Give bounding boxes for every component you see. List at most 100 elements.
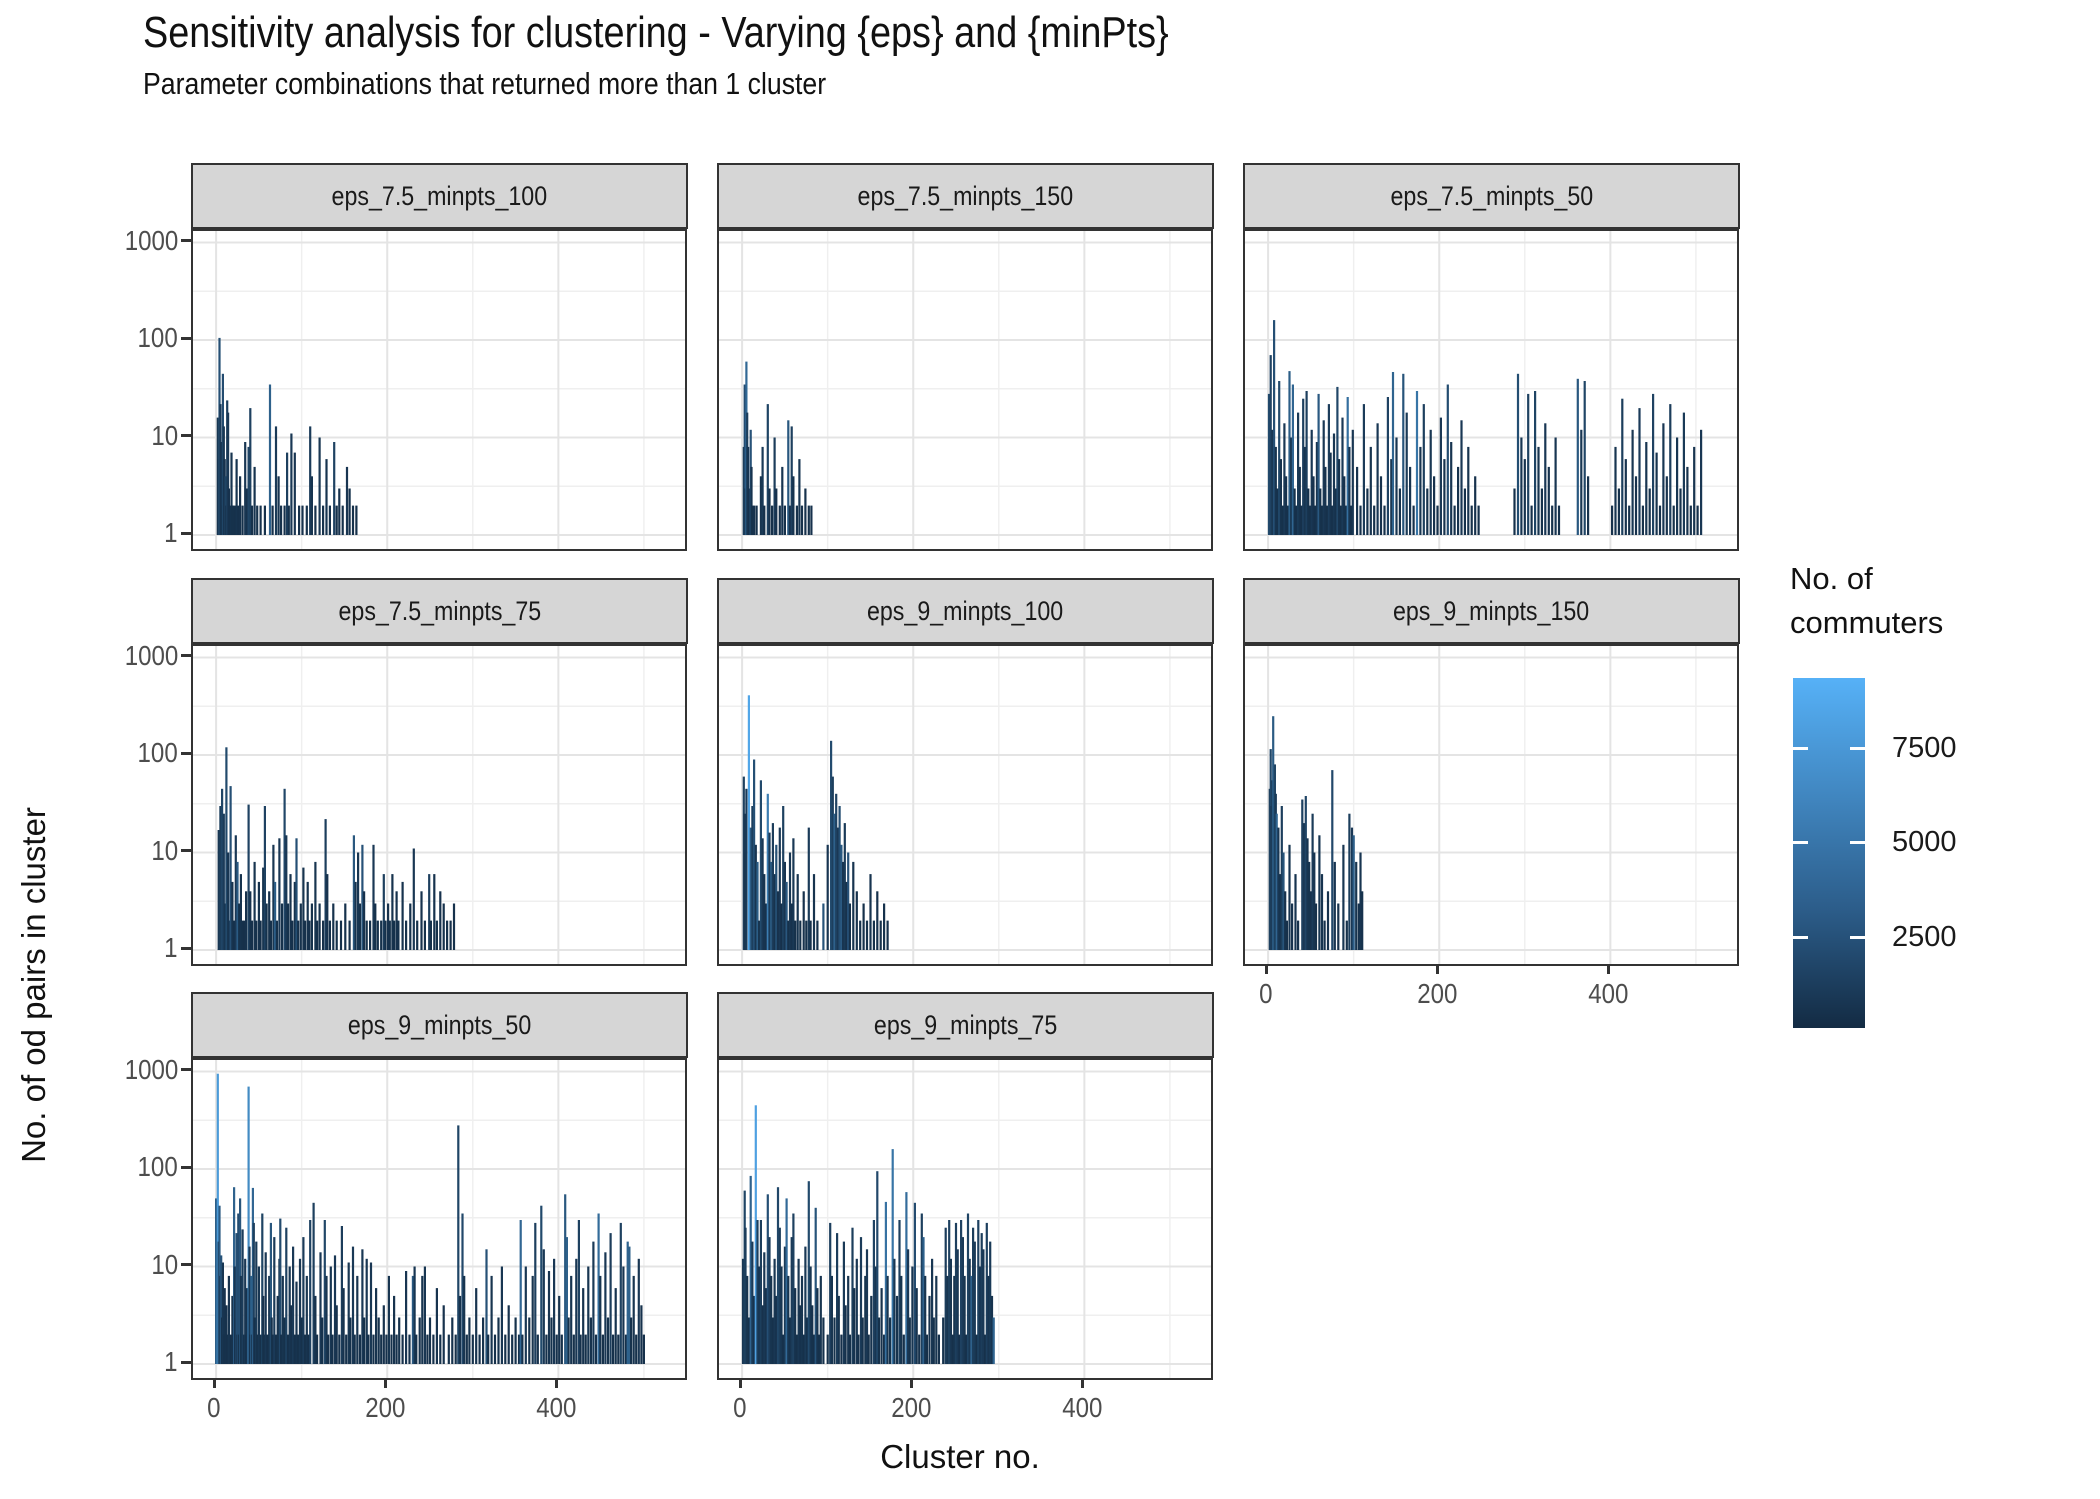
facet-title: eps_7.5_minpts_50 (1390, 180, 1593, 211)
facet-strip: eps_9_minpts_150 (1243, 578, 1740, 644)
y-tick-label-text: 1 (164, 1346, 178, 1377)
y-tick-mark (181, 1361, 191, 1364)
legend-tick-mark (1793, 841, 1808, 844)
y-tick-label: 1000 (88, 1054, 178, 1086)
x-tick-label: 200 (851, 1392, 971, 1424)
x-tick-label-text: 400 (1061, 1392, 1103, 1423)
y-tick-label-text: 10 (151, 835, 178, 866)
facet-panel (191, 644, 687, 966)
x-tick-label: 0 (680, 1392, 800, 1424)
x-tick-label-text: 200 (890, 1392, 932, 1423)
y-tick-mark (181, 532, 191, 535)
facet-strip: eps_7.5_minpts_75 (191, 578, 688, 644)
y-tick-mark (181, 849, 191, 852)
bars (216, 337, 358, 535)
facet-strip: eps_9_minpts_100 (717, 578, 1214, 644)
x-tick-mark (384, 1378, 387, 1388)
bars (742, 695, 889, 950)
x-tick-label-text: 0 (1259, 978, 1273, 1009)
facet-panel (191, 1058, 687, 1380)
x-tick-label: 200 (1377, 978, 1497, 1010)
y-tick-label-text: 1000 (124, 1054, 178, 1085)
y-tick-mark (181, 1068, 191, 1071)
facet-panel (191, 229, 687, 551)
facet-title: eps_9_minpts_50 (347, 1009, 532, 1040)
x-tick-label-text: 400 (1587, 978, 1629, 1009)
x-tick-label: 0 (154, 1392, 274, 1424)
facet-strip: eps_7.5_minpts_150 (717, 163, 1214, 229)
gridlines (193, 231, 685, 549)
facet-strip: eps_7.5_minpts_50 (1243, 163, 1740, 229)
bars (741, 1105, 995, 1364)
x-tick-label-text: 0 (207, 1392, 221, 1423)
x-tick-label: 0 (1206, 978, 1326, 1010)
facet-title: eps_9_minpts_150 (1393, 595, 1590, 626)
y-tick-label-text: 1000 (124, 640, 178, 671)
y-tick-label-text: 1 (164, 932, 178, 963)
x-tick-label-text: 200 (1416, 978, 1458, 1009)
y-tick-label-text: 100 (137, 322, 178, 353)
facet-title: eps_9_minpts_100 (867, 595, 1064, 626)
y-tick-label: 1 (88, 932, 178, 964)
facet-title: eps_7.5_minpts_100 (331, 180, 548, 211)
facet-strip: eps_7.5_minpts_100 (191, 163, 688, 229)
chart-subtitle-text: Parameter combinations that returned mor… (143, 66, 827, 101)
legend-colorbar (1793, 678, 1865, 1028)
legend-tick-mark (1793, 747, 1808, 750)
y-tick-label-text: 1000 (124, 225, 178, 256)
bars (1267, 320, 1703, 535)
y-tick-label: 1 (88, 517, 178, 549)
gridlines (1245, 231, 1737, 549)
y-tick-mark (181, 1166, 191, 1169)
y-tick-label: 100 (88, 737, 178, 769)
bars (1268, 716, 1364, 950)
y-tick-mark (181, 239, 191, 242)
y-tick-label: 10 (88, 835, 178, 867)
facet-panel (1243, 229, 1739, 551)
x-tick-label: 400 (496, 1392, 616, 1424)
y-tick-label: 1000 (88, 640, 178, 672)
y-tick-label-text: 100 (137, 1151, 178, 1182)
x-tick-label-text: 200 (364, 1392, 406, 1423)
x-tick-mark (1607, 964, 1610, 974)
y-tick-label: 10 (88, 420, 178, 452)
x-axis-title: Cluster no. (880, 1438, 1040, 1475)
facet-strip: eps_9_minpts_50 (191, 992, 688, 1058)
y-tick-mark (181, 947, 191, 950)
x-tick-label-text: 0 (733, 1392, 747, 1423)
legend-tick-mark (1850, 936, 1865, 939)
x-tick-mark (555, 1378, 558, 1388)
bars (742, 361, 813, 535)
x-tick-mark (1081, 1378, 1084, 1388)
x-tick-label: 400 (1022, 1392, 1142, 1424)
x-tick-label: 200 (325, 1392, 445, 1424)
x-tick-label: 400 (1548, 978, 1668, 1010)
facet-title: eps_7.5_minpts_75 (338, 595, 541, 626)
chart-title: Sensitivity analysis for clustering - Va… (143, 8, 1336, 58)
y-tick-label: 1 (88, 1346, 178, 1378)
facet-panel (717, 229, 1213, 551)
x-tick-mark (213, 1378, 216, 1388)
facet-title: eps_9_minpts_75 (873, 1009, 1058, 1040)
y-tick-label-text: 10 (151, 420, 178, 451)
legend-tick-label: 5000 (1892, 826, 1957, 858)
legend-tick-mark (1793, 936, 1808, 939)
facet-panel (717, 1058, 1213, 1380)
y-tick-mark (181, 337, 191, 340)
legend-tick-label: 2500 (1892, 921, 1957, 953)
bars (217, 747, 456, 950)
gridlines (193, 646, 685, 964)
y-tick-label: 10 (88, 1249, 178, 1281)
x-tick-mark (1265, 964, 1268, 974)
y-tick-label: 1000 (88, 225, 178, 257)
chart-subtitle: Parameter combinations that returned mor… (143, 66, 937, 102)
y-tick-label: 100 (88, 1151, 178, 1183)
y-tick-label-text: 1 (164, 517, 178, 548)
x-tick-label-text: 400 (535, 1392, 577, 1423)
facet-strip: eps_9_minpts_75 (717, 992, 1214, 1058)
y-tick-mark (181, 1263, 191, 1266)
legend-tick-label: 7500 (1892, 732, 1957, 764)
y-tick-mark (181, 654, 191, 657)
facet-panel (1243, 644, 1739, 966)
